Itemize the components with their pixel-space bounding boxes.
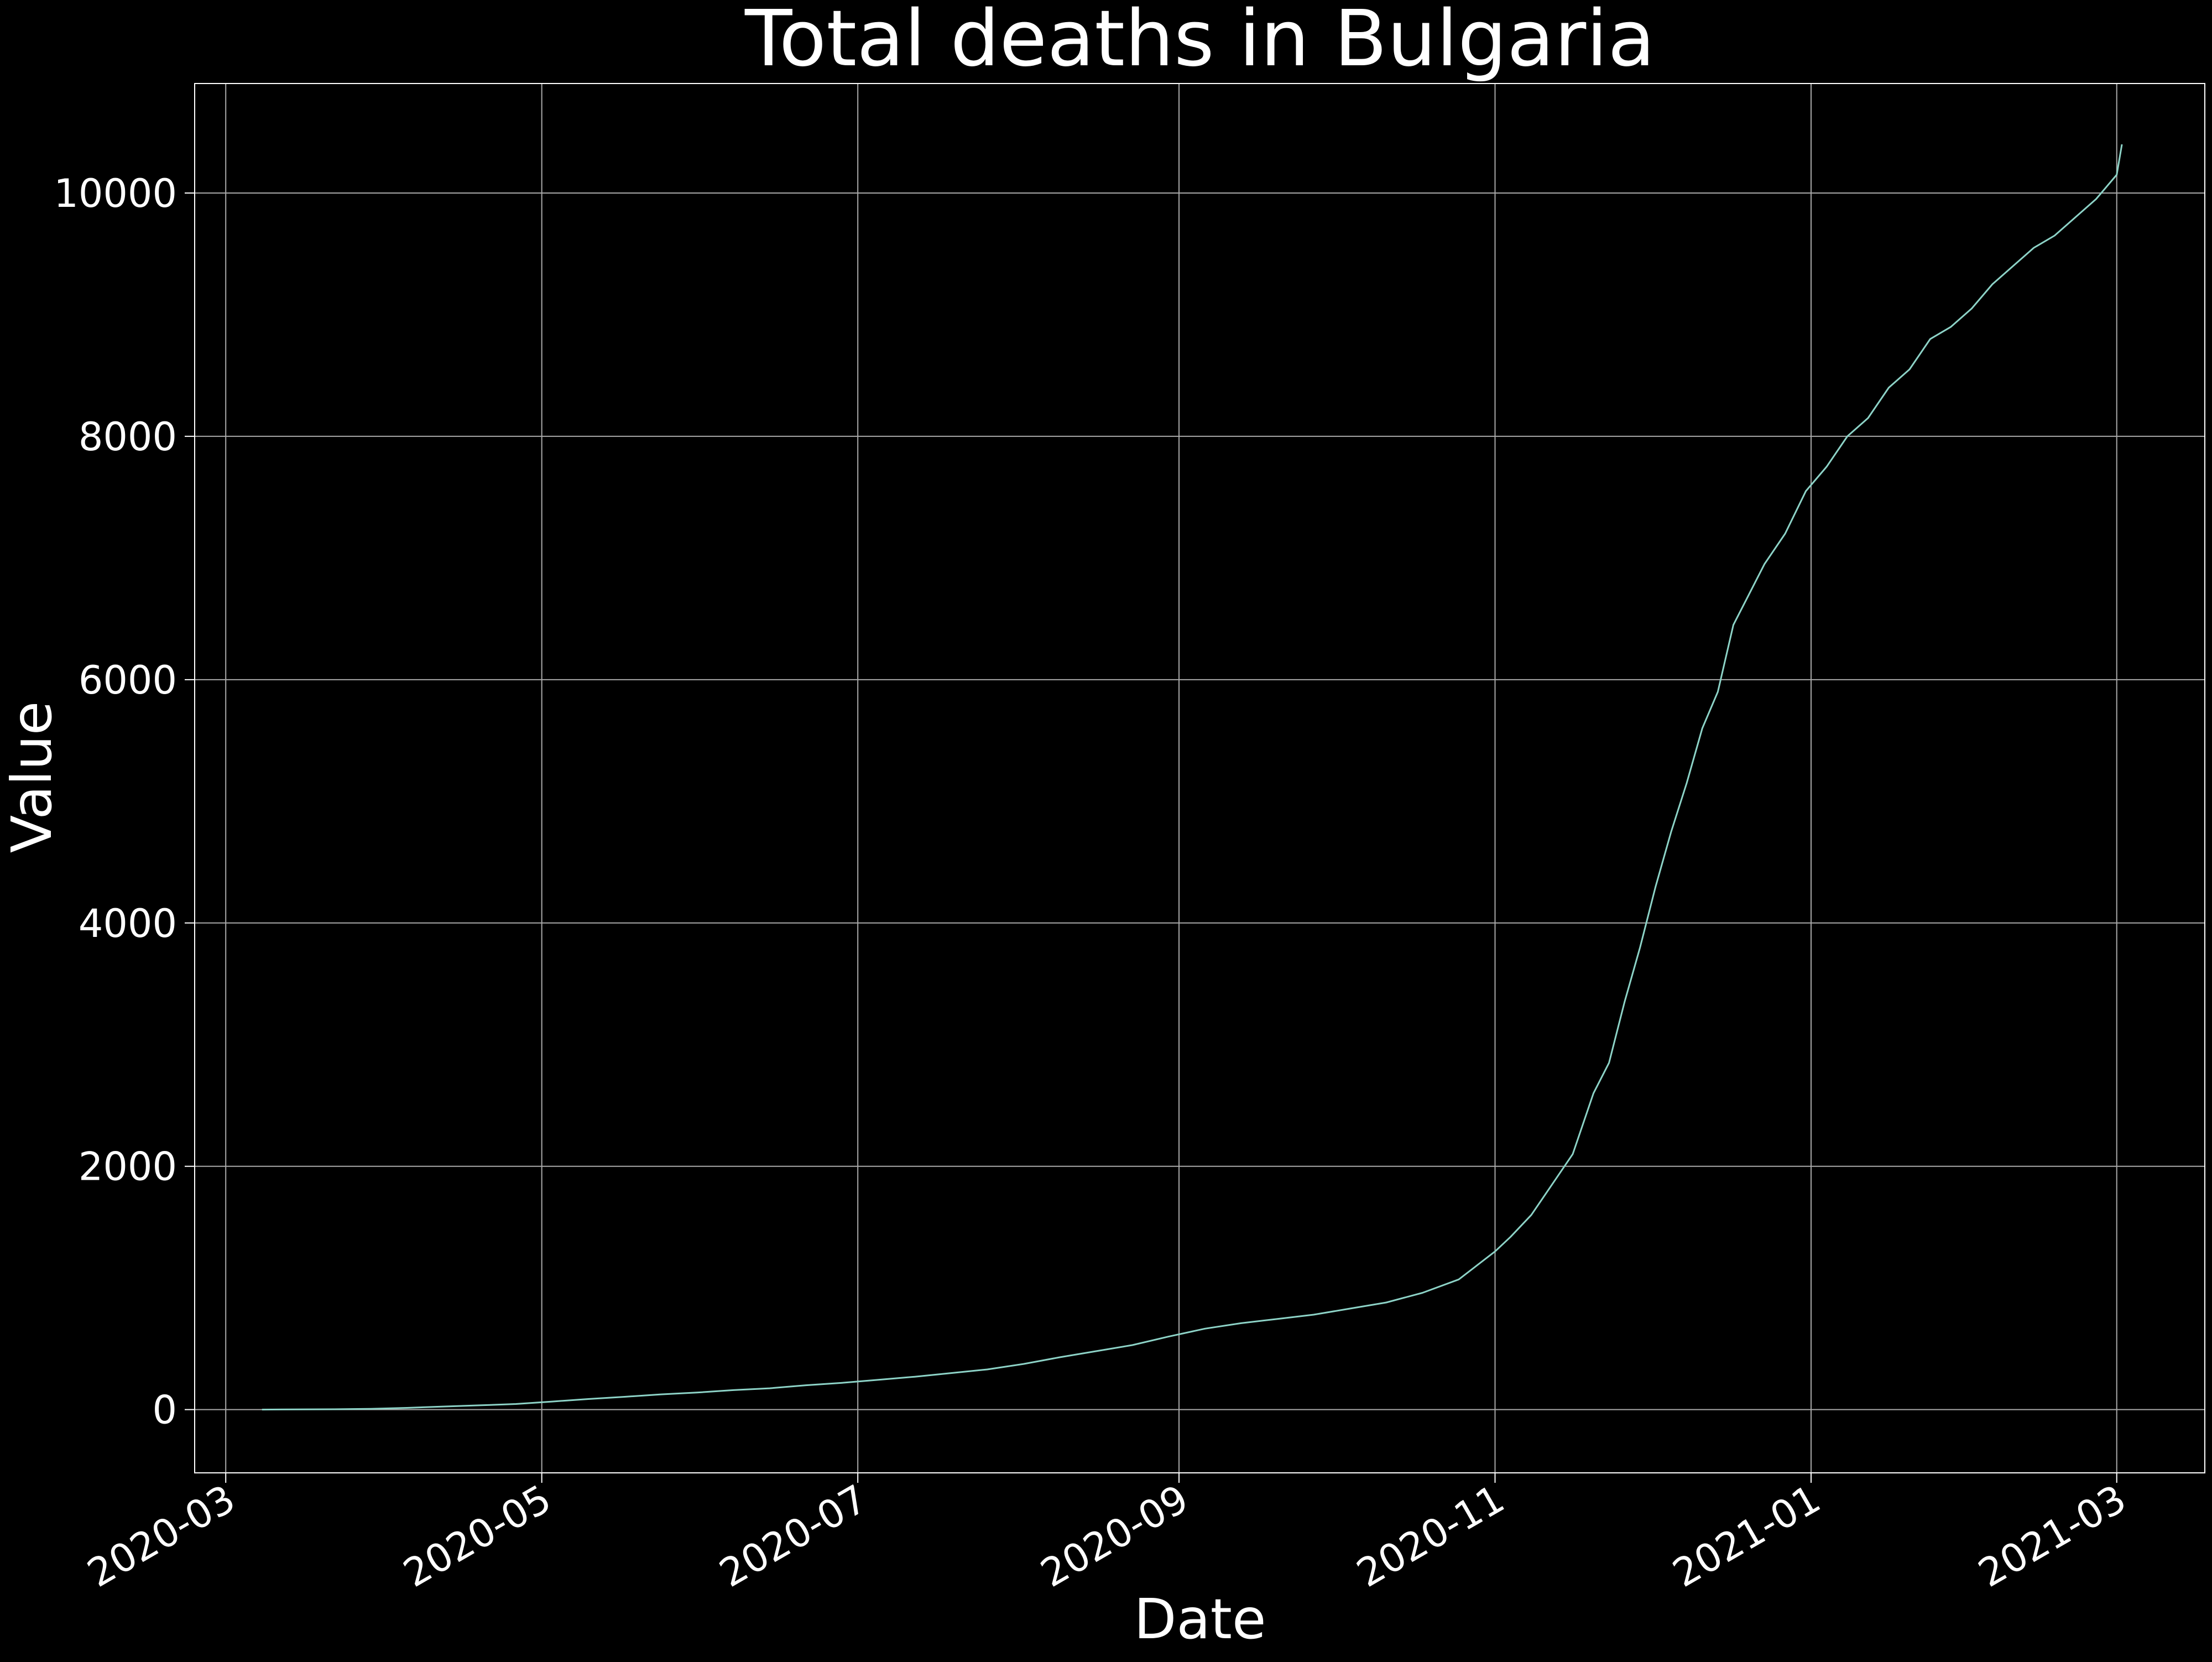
series-layer [262, 144, 2123, 1411]
y-axis-label: Value [0, 701, 64, 853]
y-tick-label: 2000 [79, 1144, 177, 1190]
y-axis-ticks: 0 2000 4000 6000 8000 10000 [54, 171, 195, 1433]
x-axis-label: Date [1134, 1587, 1266, 1651]
y-tick-label: 6000 [79, 658, 177, 703]
y-tick-label: 4000 [79, 901, 177, 946]
series-line [262, 144, 2123, 1411]
chart-title: Total deaths in Bulgaria [744, 0, 1655, 84]
y-tick-label: 0 [152, 1388, 177, 1433]
y-tick-label: 10000 [54, 171, 177, 216]
y-tick-label: 8000 [79, 414, 177, 460]
plot-frame [194, 83, 2205, 1473]
grid-lines [195, 84, 2205, 1473]
